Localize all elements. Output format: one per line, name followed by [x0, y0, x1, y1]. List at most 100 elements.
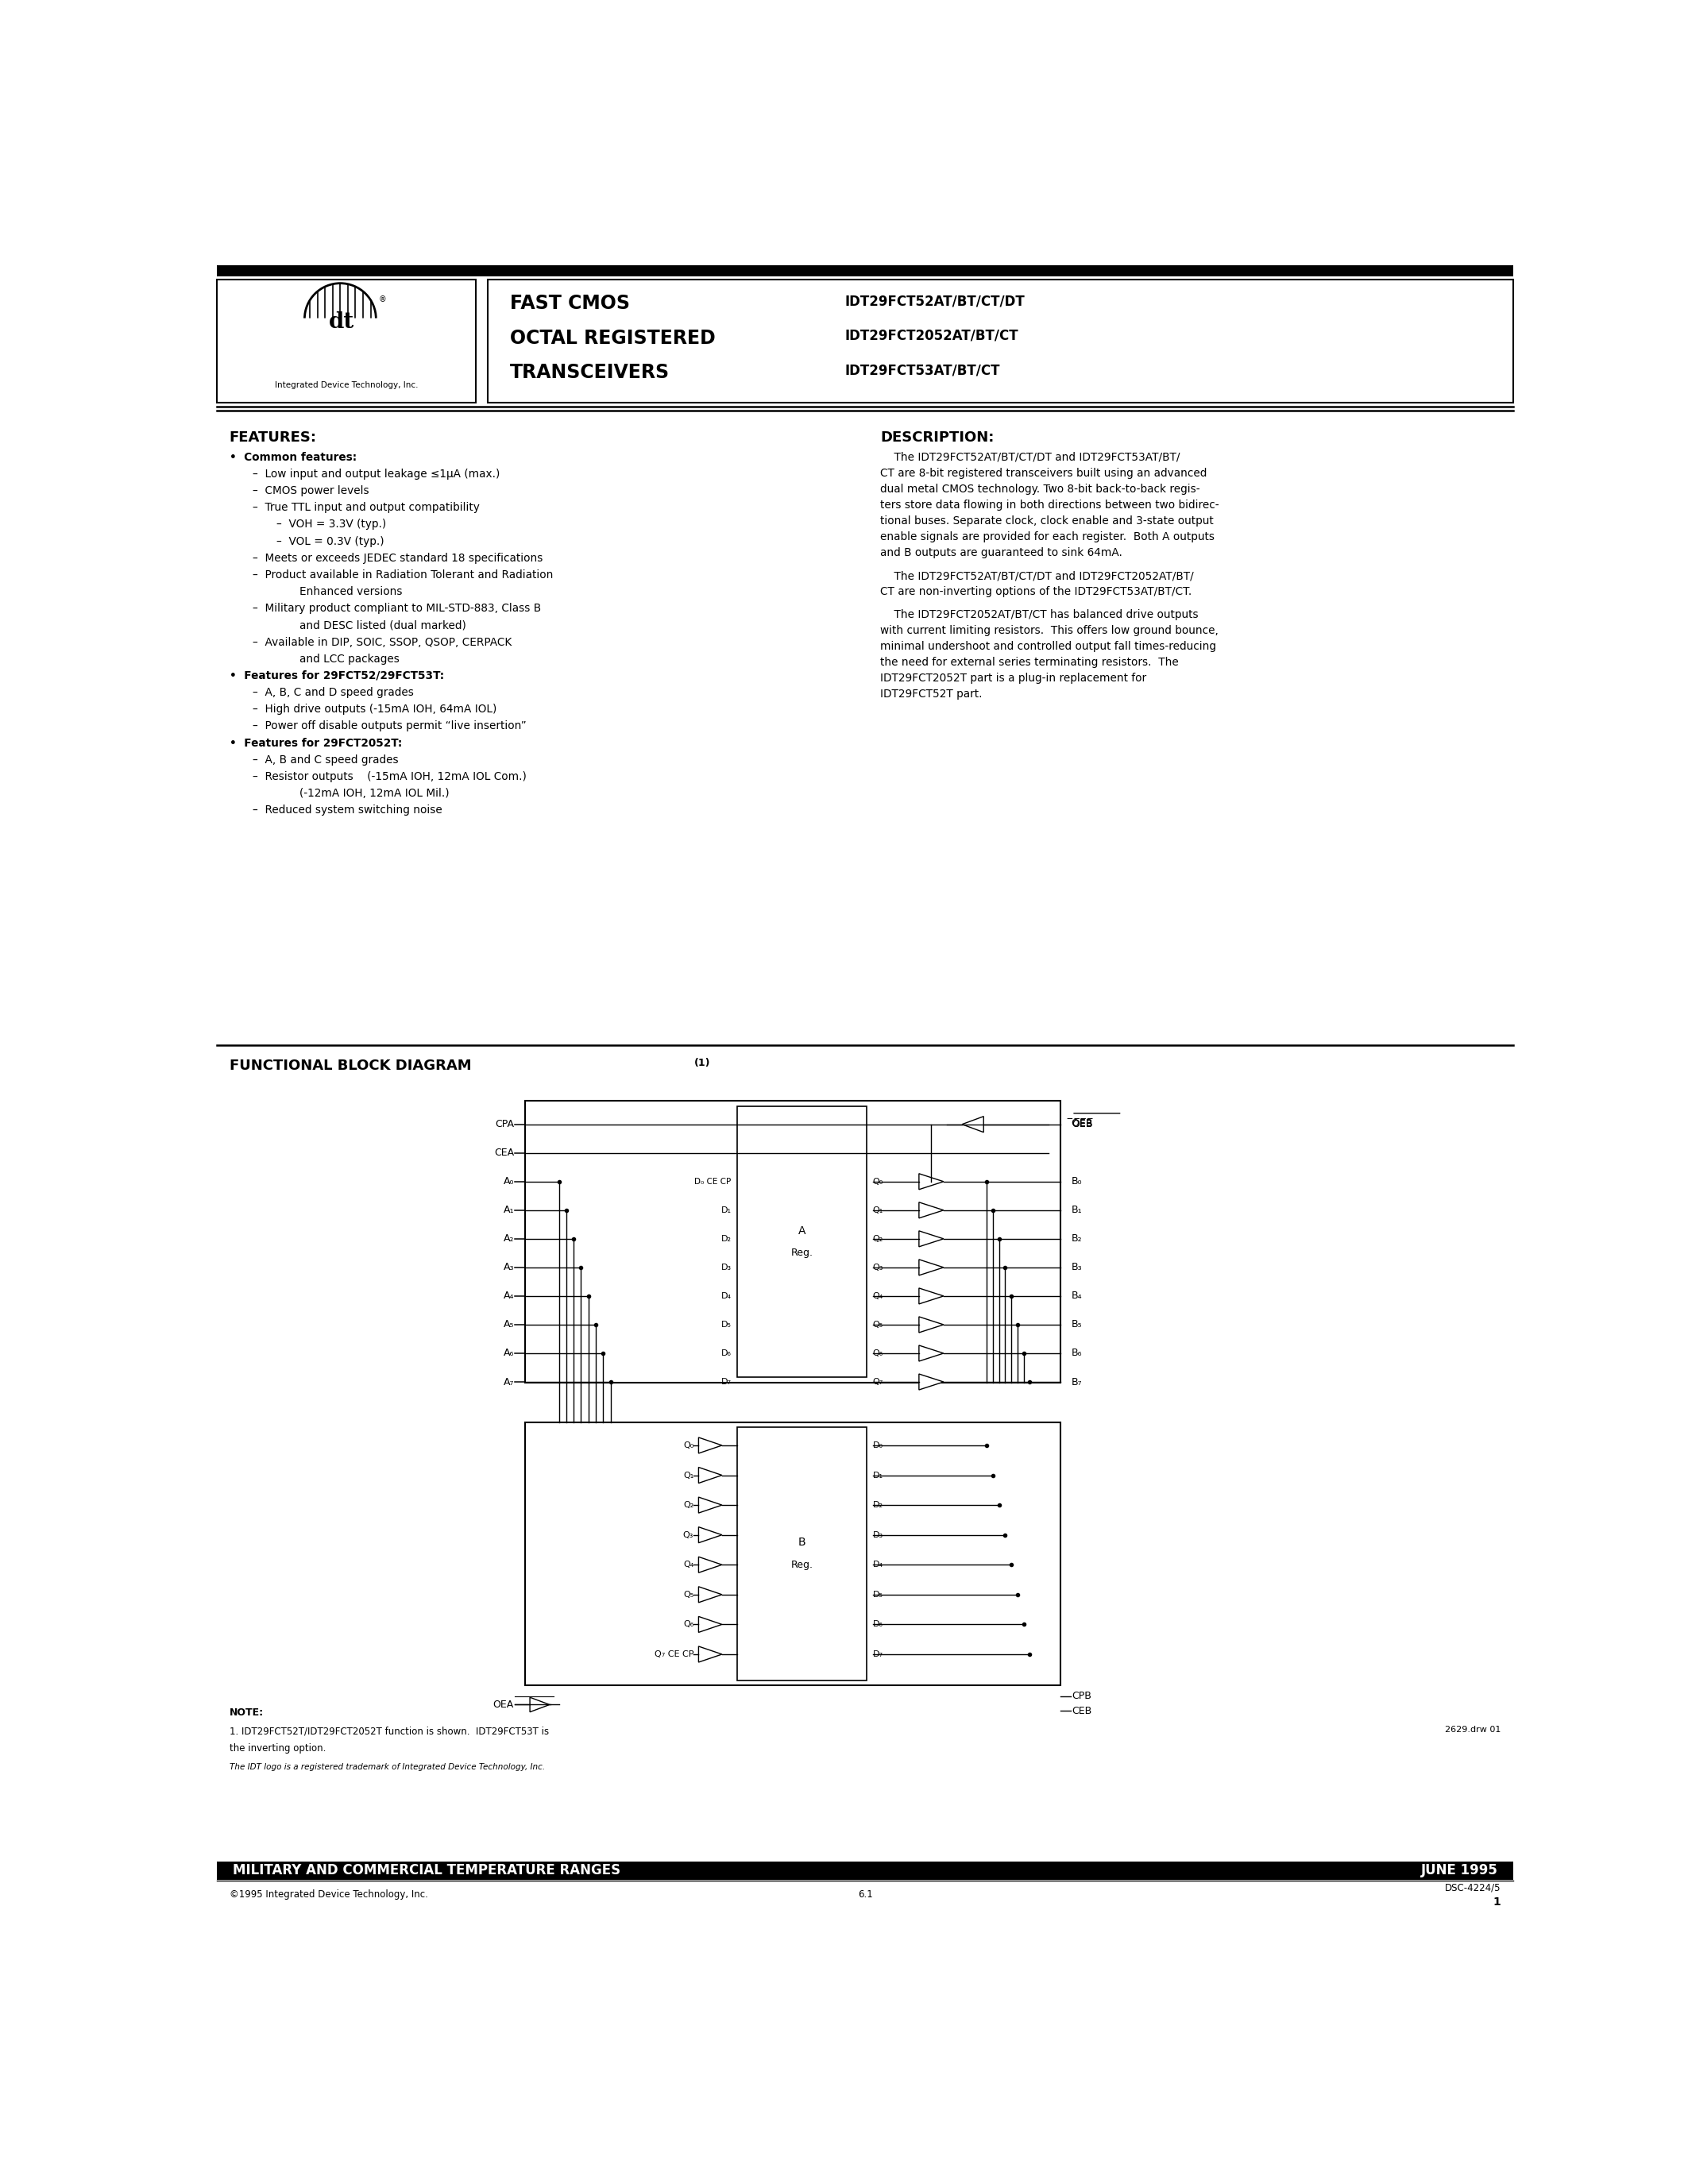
Polygon shape	[918, 1289, 944, 1304]
Text: Integrated Device Technology, Inc.: Integrated Device Technology, Inc.	[275, 382, 419, 389]
Wedge shape	[302, 317, 380, 358]
Text: A₃: A₃	[503, 1262, 513, 1273]
Polygon shape	[918, 1260, 944, 1275]
Text: A₄: A₄	[503, 1291, 513, 1302]
Text: MILITARY AND COMMERCIAL TEMPERATURE RANGES: MILITARY AND COMMERCIAL TEMPERATURE RANG…	[233, 1863, 619, 1878]
Text: IDT29FCT2052AT/BT/CT: IDT29FCT2052AT/BT/CT	[846, 328, 1020, 343]
Text: –  Low input and output leakage ≤1μA (max.): – Low input and output leakage ≤1μA (max…	[253, 470, 500, 480]
Text: Q₄: Q₄	[684, 1562, 694, 1568]
Text: OEB: OEB	[1072, 1118, 1092, 1129]
Text: ters store data flowing in both directions between two bidirec-: ters store data flowing in both directio…	[881, 500, 1219, 511]
Text: Q₇ CE CP: Q₇ CE CP	[655, 1651, 694, 1658]
Text: Enhanced versions: Enhanced versions	[300, 585, 402, 596]
Text: Q₇: Q₇	[873, 1378, 883, 1387]
Polygon shape	[918, 1201, 944, 1219]
Polygon shape	[699, 1616, 722, 1631]
Text: B₂: B₂	[1072, 1234, 1082, 1245]
Text: •  Common features:: • Common features:	[230, 452, 356, 463]
Polygon shape	[699, 1496, 722, 1514]
Polygon shape	[530, 1697, 550, 1712]
Text: OEB: OEB	[1072, 1118, 1092, 1129]
Text: CEA: CEA	[495, 1149, 513, 1158]
Text: –  CMOS power levels: – CMOS power levels	[253, 485, 370, 496]
Bar	[218, 264, 1512, 275]
Polygon shape	[699, 1468, 722, 1483]
Text: A₅: A₅	[503, 1319, 513, 1330]
Text: Q₃: Q₃	[684, 1531, 694, 1540]
Text: –  Product available in Radiation Tolerant and Radiation: – Product available in Radiation Toleran…	[253, 570, 554, 581]
Text: (1): (1)	[694, 1057, 711, 1068]
Text: CPB: CPB	[1072, 1690, 1092, 1701]
Bar	[488, 280, 1512, 402]
Text: enable signals are provided for each register.  Both A outputs: enable signals are provided for each reg…	[881, 531, 1215, 542]
Text: –  VOL = 0.3V (typ.): – VOL = 0.3V (typ.)	[277, 535, 383, 546]
Text: the need for external series terminating resistors.  The: the need for external series terminating…	[881, 657, 1178, 668]
Text: B₀: B₀	[1072, 1177, 1082, 1186]
Text: B₃: B₃	[1072, 1262, 1082, 1273]
Text: Q₆: Q₆	[873, 1350, 883, 1356]
Text: Q₅: Q₅	[684, 1590, 694, 1599]
Text: Q₃: Q₃	[873, 1265, 883, 1271]
Text: ̅O̅E̅B̅: ̅O̅E̅B̅	[1072, 1118, 1092, 1129]
Text: B: B	[798, 1538, 805, 1548]
Bar	[525, 1101, 1060, 1382]
Text: ©1995 Integrated Device Technology, Inc.: ©1995 Integrated Device Technology, Inc.	[230, 1889, 429, 1900]
Text: –  Reduced system switching noise: – Reduced system switching noise	[253, 804, 442, 817]
Text: with current limiting resistors.  This offers low ground bounce,: with current limiting resistors. This of…	[881, 625, 1219, 636]
Text: D₂: D₂	[873, 1500, 883, 1509]
Polygon shape	[699, 1647, 722, 1662]
Text: Reg.: Reg.	[792, 1559, 814, 1570]
Text: JUNE 1995: JUNE 1995	[1421, 1863, 1497, 1878]
Text: D₄: D₄	[873, 1562, 883, 1568]
Text: D₄: D₄	[721, 1293, 731, 1299]
Text: tional buses. Separate clock, clock enable and 3-state output: tional buses. Separate clock, clock enab…	[881, 515, 1214, 526]
Text: B₅: B₅	[1072, 1319, 1082, 1330]
Polygon shape	[962, 1116, 984, 1131]
Text: The IDT29FCT52AT/BT/CT/DT and IDT29FCT53AT/BT/: The IDT29FCT52AT/BT/CT/DT and IDT29FCT53…	[881, 452, 1180, 463]
Polygon shape	[918, 1374, 944, 1389]
Text: Q₅: Q₅	[873, 1321, 883, 1328]
Text: –  Available in DIP, SOIC, SSOP, QSOP, CERPACK: – Available in DIP, SOIC, SSOP, QSOP, CE…	[253, 636, 511, 649]
Text: Q₁: Q₁	[873, 1206, 883, 1214]
Polygon shape	[918, 1317, 944, 1332]
Text: A₆: A₆	[503, 1348, 513, 1358]
Text: the inverting option.: the inverting option.	[230, 1743, 326, 1754]
Text: TRANSCEIVERS: TRANSCEIVERS	[510, 363, 670, 382]
Text: B₄: B₄	[1072, 1291, 1082, 1302]
Text: Q₀: Q₀	[873, 1177, 883, 1186]
Text: Q₆: Q₆	[684, 1621, 694, 1629]
Text: –  Meets or exceeds JEDEC standard 18 specifications: – Meets or exceeds JEDEC standard 18 spe…	[253, 553, 544, 563]
Text: The IDT29FCT2052AT/BT/CT has balanced drive outputs: The IDT29FCT2052AT/BT/CT has balanced dr…	[881, 609, 1198, 620]
Text: FUNCTIONAL BLOCK DIAGRAM: FUNCTIONAL BLOCK DIAGRAM	[230, 1059, 471, 1072]
Bar	[218, 280, 476, 402]
Text: A: A	[798, 1225, 805, 1236]
Polygon shape	[699, 1557, 722, 1572]
Text: IDT29FCT52T part.: IDT29FCT52T part.	[881, 688, 982, 701]
Text: IDT29FCT53AT/BT/CT: IDT29FCT53AT/BT/CT	[846, 363, 1001, 378]
Text: OCTAL REGISTERED: OCTAL REGISTERED	[510, 328, 716, 347]
Bar	[738, 1105, 866, 1378]
Text: CEB: CEB	[1072, 1706, 1092, 1717]
Text: The IDT29FCT52AT/BT/CT/DT and IDT29FCT2052AT/BT/: The IDT29FCT52AT/BT/CT/DT and IDT29FCT20…	[881, 570, 1193, 581]
Text: –  High drive outputs (-15mA IOH, 64mA IOL): – High drive outputs (-15mA IOH, 64mA IO…	[253, 703, 496, 714]
Text: B₁: B₁	[1072, 1206, 1082, 1214]
Bar	[738, 1426, 866, 1679]
Text: FAST CMOS: FAST CMOS	[510, 295, 630, 312]
Text: –  Power off disable outputs permit “live insertion”: – Power off disable outputs permit “live…	[253, 721, 527, 732]
Text: ®: ®	[378, 295, 387, 304]
Text: FEATURES:: FEATURES:	[230, 430, 317, 446]
Text: B₇: B₇	[1072, 1376, 1082, 1387]
Text: D₀ CE CP: D₀ CE CP	[694, 1177, 731, 1186]
Text: CT are 8-bit registered transceivers built using an advanced: CT are 8-bit registered transceivers bui…	[881, 467, 1207, 478]
Text: D₀: D₀	[873, 1441, 883, 1450]
Text: NOTE:: NOTE:	[230, 1708, 263, 1719]
Text: –  True TTL input and output compatibility: – True TTL input and output compatibilit…	[253, 502, 479, 513]
Text: D₃: D₃	[873, 1531, 883, 1540]
Text: D₆: D₆	[721, 1350, 731, 1356]
Text: Q₀: Q₀	[684, 1441, 694, 1450]
Text: and DESC listed (dual marked): and DESC listed (dual marked)	[300, 620, 466, 631]
Text: –  Military product compliant to MIL-STD-883, Class B: – Military product compliant to MIL-STD-…	[253, 603, 542, 614]
Text: D₅: D₅	[721, 1321, 731, 1328]
Text: Q₁: Q₁	[684, 1472, 694, 1479]
Text: IDT29FCT2052T part is a plug-in replacement for: IDT29FCT2052T part is a plug-in replacem…	[881, 673, 1146, 684]
